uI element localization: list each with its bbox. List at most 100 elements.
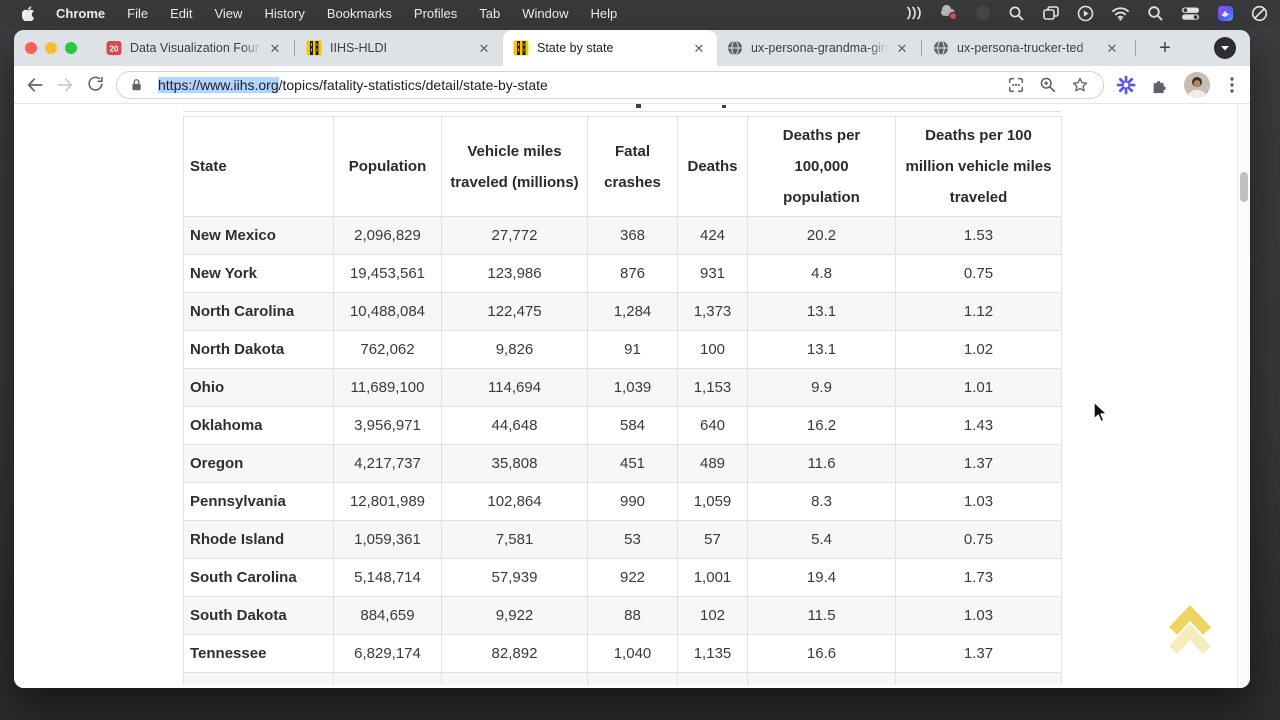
state-cell: Tennessee	[183, 634, 334, 673]
state-cell: New York	[183, 254, 334, 293]
column-header: Population	[333, 116, 442, 217]
globe-favicon	[934, 40, 948, 56]
tab-separator	[294, 40, 295, 56]
scrollbar-thumb[interactable]	[1240, 172, 1248, 202]
value-cell: 6,829,174	[333, 634, 442, 673]
menu-item-file[interactable]: File	[127, 5, 149, 21]
rewind-waves-icon[interactable]	[905, 5, 923, 21]
menu-item-help[interactable]: Help	[590, 5, 618, 21]
tab-label: ux-persona-grandma-gin	[751, 41, 888, 55]
value-cell	[333, 672, 442, 685]
colorful-app-icon[interactable]	[1217, 5, 1234, 22]
back-button[interactable]	[20, 70, 50, 100]
table-row: Ohio 11,689,100 114,694 1,039 1,153 9.9 1.01	[183, 368, 1062, 407]
value-cell: 1.37	[895, 634, 1062, 673]
menu-bar: Chrome File Edit View History Bookmarks Profi…	[0, 0, 1280, 26]
close-tab-icon[interactable]: ✕	[269, 40, 281, 56]
state-cell: Ohio	[183, 368, 334, 407]
tab-state-by-state[interactable]: State by state ✕	[503, 30, 717, 66]
table-row: New York 19,453,561 123,986 876 931 4.8 0.75	[183, 254, 1062, 293]
url-text[interactable]: https://www.iihs.org/topics/fatality-sta…	[158, 76, 993, 93]
page-scrollbar[interactable]	[1237, 104, 1250, 688]
table-row: North Dakota 762,062 9,826 91 100 13.1 1.02	[183, 330, 1062, 369]
tab-search-button[interactable]	[1214, 37, 1236, 59]
close-tab-icon[interactable]: ✕	[896, 40, 908, 56]
zoom-in-icon[interactable]	[1039, 76, 1057, 94]
value-cell: 35,808	[441, 444, 588, 483]
spotlight-search-icon[interactable]	[1147, 5, 1164, 22]
notification-red-dot-icon[interactable]	[940, 5, 958, 21]
column-header: Fatal crashes	[587, 116, 678, 217]
page-content: State Population Vehicle miles traveled (m…	[14, 104, 1250, 688]
forward-button[interactable]	[50, 70, 80, 100]
value-cell: 1.43	[895, 406, 1062, 445]
value-cell: 584	[587, 406, 678, 445]
address-bar[interactable]: https://www.iihs.org/topics/fatality-sta…	[116, 70, 1104, 99]
value-cell: 102,864	[441, 482, 588, 521]
menu-item-view[interactable]: View	[214, 5, 243, 21]
calendar-20-favicon: 20	[106, 41, 122, 55]
state-cell: Oklahoma	[183, 406, 334, 445]
menu-item-window[interactable]: Window	[522, 5, 569, 21]
dimmed-app-icon[interactable]	[975, 5, 991, 21]
kebab-menu-icon[interactable]	[1224, 76, 1240, 94]
value-cell	[441, 672, 588, 685]
value-cell	[747, 672, 896, 685]
focus-mode-icon[interactable]	[1251, 5, 1268, 22]
menu-item-history[interactable]: History	[264, 5, 305, 21]
close-window-button[interactable]	[25, 42, 37, 54]
tab-ux-persona-grandma[interactable]: ux-persona-grandma-gin ✕	[717, 30, 920, 66]
profile-avatar[interactable]	[1184, 71, 1210, 98]
back-to-top-button[interactable]	[1160, 594, 1220, 658]
bookmark-star-icon[interactable]	[1071, 76, 1089, 94]
table-row: Tennessee 6,829,174 82,892 1,040 1,135 16.6 1.…	[183, 634, 1062, 673]
menu-item-profiles[interactable]: Profiles	[413, 5, 458, 21]
forward-arrow-icon	[57, 77, 73, 92]
extension-asterisk-icon[interactable]	[1116, 75, 1136, 95]
value-cell: 762,062	[333, 330, 442, 369]
table-row: South Dakota 884,659 9,922 88 102 11.5 1.03	[183, 596, 1062, 635]
reload-button[interactable]	[80, 70, 110, 100]
value-cell: 123,986	[441, 254, 588, 293]
table-row: Pennsylvania 12,801,989 102,864 990 1,059 8.3…	[183, 482, 1062, 521]
browser-window: 20 Data Visualization Founda ✕ IIHS-HLDI…	[14, 30, 1250, 688]
window-stack-icon[interactable]	[1042, 5, 1060, 21]
close-tab-icon[interactable]: ✕	[478, 40, 490, 56]
tab-ux-persona-trucker[interactable]: ux-persona-trucker-ted ✕	[923, 30, 1130, 66]
close-tab-icon[interactable]: ✕	[693, 40, 705, 56]
menu-item-chrome[interactable]: Chrome	[56, 5, 106, 21]
value-cell	[587, 672, 678, 685]
close-tab-icon[interactable]: ✕	[1106, 40, 1118, 56]
state-fatality-table: State Population Vehicle miles traveled (m…	[183, 116, 1062, 685]
value-cell: 57,939	[441, 558, 588, 597]
value-cell: 88	[587, 596, 678, 635]
chevron-up-icon	[1169, 604, 1211, 635]
tab-iihs-hldi[interactable]: IIHS-HLDI ✕	[296, 30, 502, 66]
url-selected-text: https://www.iihs.org	[158, 76, 279, 93]
apple-menu[interactable]	[12, 5, 45, 21]
value-cell: 8.3	[747, 482, 896, 521]
state-cell: Oregon	[183, 444, 334, 483]
minimize-window-button[interactable]	[45, 42, 57, 54]
magnifier-app-icon[interactable]	[1008, 5, 1025, 22]
menu-item-tab[interactable]: Tab	[479, 5, 501, 21]
column-header: Deaths	[677, 116, 748, 217]
tab-label: State by state	[537, 41, 614, 55]
screenshot-frame-icon[interactable]	[1007, 76, 1025, 94]
tab-label: Data Visualization Founda	[130, 41, 261, 55]
iihs-favicon	[513, 40, 529, 56]
new-tab-button[interactable]: +	[1159, 36, 1171, 59]
tab-data-visualization[interactable]: 20 Data Visualization Founda ✕	[96, 30, 293, 66]
extensions-puzzle-icon[interactable]	[1150, 75, 1170, 95]
play-circle-icon[interactable]	[1077, 5, 1094, 22]
value-cell: 13.1	[747, 292, 896, 331]
wifi-icon[interactable]	[1111, 6, 1130, 21]
value-cell: 1,135	[677, 634, 748, 673]
menu-item-bookmarks[interactable]: Bookmarks	[326, 5, 392, 21]
value-cell: 9.9	[747, 368, 896, 407]
menu-item-edit[interactable]: Edit	[170, 5, 193, 21]
tab-strip: 20 Data Visualization Founda ✕ IIHS-HLDI…	[14, 30, 1250, 66]
zoom-window-button[interactable]	[65, 42, 77, 54]
control-center-icon[interactable]	[1181, 6, 1200, 21]
value-cell: 5,148,714	[333, 558, 442, 597]
